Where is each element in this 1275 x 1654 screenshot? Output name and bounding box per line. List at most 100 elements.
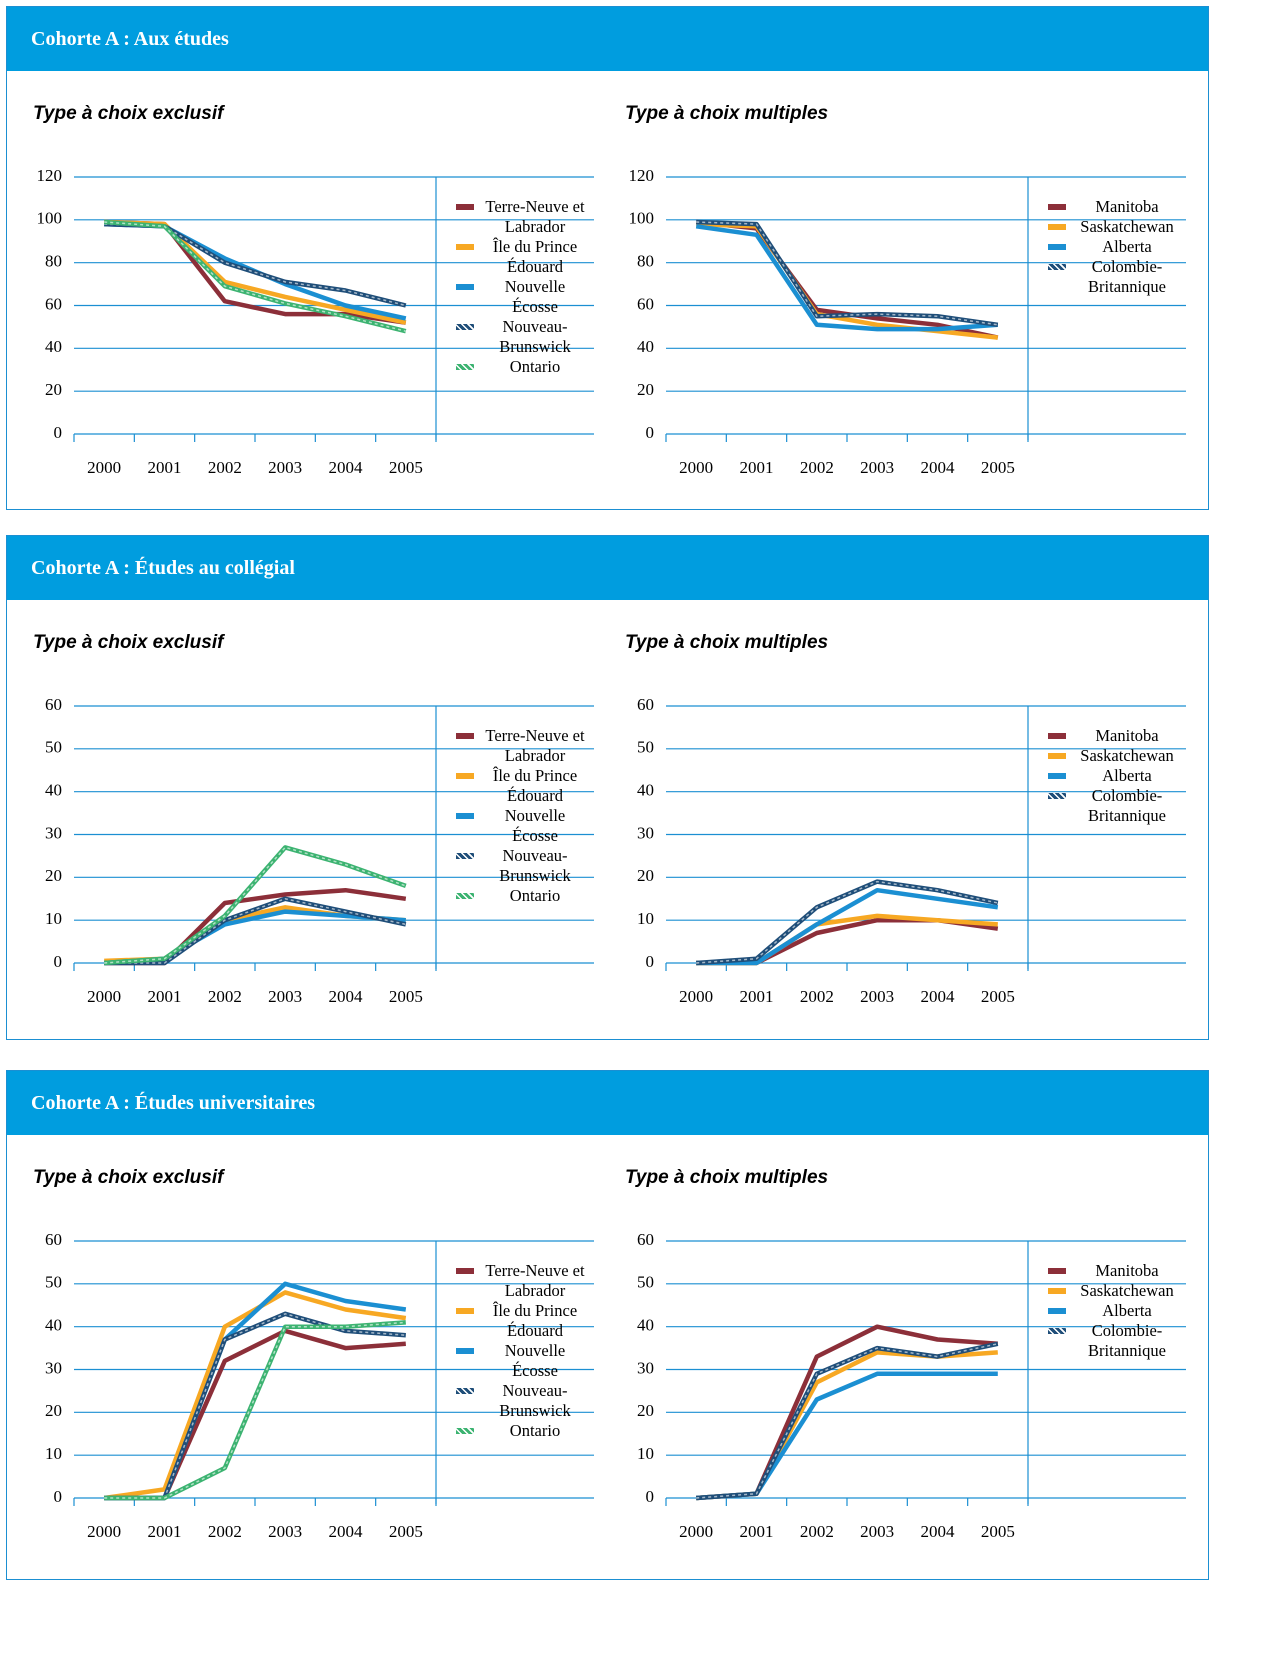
legend-swatch	[1048, 204, 1066, 210]
charts: 0 20 40 60 80 100 120 2000 2001 2002 2003 2004 2005 0…	[37, 166, 1186, 477]
legend-label: Saskatchewan	[1080, 217, 1174, 236]
legend-swatch	[456, 1348, 474, 1354]
legend-label: Manitoba	[1095, 197, 1159, 216]
y-tick-label: 20	[637, 1401, 654, 1420]
legend-label: Terre-Neuve et Labrador	[485, 1261, 585, 1300]
legend-label: Alberta	[1102, 237, 1152, 256]
legend-item: Alberta	[1048, 1301, 1188, 1321]
y-tick-label: 50	[45, 1273, 62, 1292]
y-tick-label: 50	[637, 738, 654, 757]
legend-label: Terre-Neuve et Labrador	[485, 197, 585, 236]
legend-swatch	[456, 324, 474, 330]
y-tick-label: 80	[45, 252, 62, 271]
y-tick-label: 0	[54, 423, 63, 442]
x-tick-label: 2004	[329, 458, 364, 477]
line-stripes	[104, 898, 406, 964]
section-title: Cohorte A : Aux études	[7, 7, 1208, 71]
y-tick-label: 10	[637, 909, 654, 928]
legend-swatch	[1048, 244, 1066, 250]
legend-swatch	[456, 244, 474, 250]
legend-item: Alberta	[1048, 237, 1188, 257]
legend-swatch	[1048, 224, 1066, 230]
y-tick-label: 40	[45, 781, 62, 800]
y-tick-label: 60	[45, 1230, 62, 1249]
legend-swatch	[456, 284, 474, 290]
y-tick-label: 30	[637, 823, 654, 842]
y-tick-label: 50	[45, 738, 62, 757]
x-tick-label: 2002	[800, 1522, 834, 1541]
x-tick-label: 2002	[800, 987, 834, 1006]
section-title: Cohorte A : Études au collégial	[7, 536, 1208, 600]
legend-item: Alberta	[1048, 766, 1188, 786]
y-tick-label: 120	[37, 166, 63, 185]
legend-item: Terre-Neuve et Labrador	[456, 197, 596, 237]
legend-label: Nouveau-Brunswick	[499, 1381, 571, 1420]
line-stripes	[696, 1343, 998, 1499]
x-tick-label: 2003	[860, 458, 894, 477]
y-tick-label: 40	[45, 337, 62, 356]
x-tick-label: 2003	[860, 987, 894, 1006]
legend: Terre-Neuve et Labrador Île du Prince Édo…	[456, 726, 596, 906]
line-series	[104, 1281, 407, 1501]
legend-label: Ontario	[509, 357, 561, 376]
legend-item: Colombie-Britannique	[1048, 1321, 1188, 1361]
x-tick-label: 2005	[981, 987, 1015, 1006]
y-tick-label: 60	[45, 695, 62, 714]
legend-swatch	[456, 1268, 474, 1274]
legend-swatch	[456, 813, 474, 819]
legend-item: Manitoba	[1048, 726, 1188, 746]
line-series	[696, 887, 999, 966]
legend-label: Alberta	[1102, 766, 1152, 785]
x-tick-label: 2002	[208, 458, 242, 477]
legend-label: Colombie-Britannique	[1088, 257, 1166, 296]
legend-label: Saskatchewan	[1080, 1281, 1174, 1300]
legend-swatch	[456, 1388, 474, 1394]
legend-label: Manitoba	[1095, 726, 1159, 745]
y-tick-label: 20	[637, 380, 654, 399]
y-tick-label: 10	[45, 909, 62, 928]
legend-swatch	[1048, 733, 1066, 739]
x-tick-label: 2001	[740, 1522, 774, 1541]
y-tick-label: 30	[637, 1358, 654, 1377]
legend-item: Colombie-Britannique	[1048, 786, 1188, 826]
legend-swatch	[1048, 773, 1066, 779]
line-series	[696, 913, 998, 966]
legend-item: Ontario	[456, 886, 596, 906]
legend-swatch	[456, 364, 474, 370]
y-tick-label: 100	[37, 209, 63, 228]
line-stripes	[696, 221, 998, 326]
chart-subtitle: Type à choix multiples	[625, 632, 829, 653]
section: Cohorte A : Études universitaires 0 10 20 30…	[6, 1070, 1209, 1580]
x-tick-label: 2003	[268, 987, 302, 1006]
x-tick-label: 2001	[740, 458, 774, 477]
legend-item: Terre-Neuve et Labrador	[456, 726, 596, 766]
line-series	[104, 1311, 406, 1501]
line-series	[104, 909, 406, 966]
legend-swatch	[1048, 753, 1066, 759]
legend-swatch	[456, 1308, 474, 1314]
line-series	[104, 845, 407, 966]
legend-item: Ontario	[456, 357, 596, 377]
legend-item: Nouvelle Écosse	[456, 806, 596, 846]
y-tick-label: 60	[637, 294, 654, 313]
chart-subtitle: Type à choix multiples	[625, 103, 829, 124]
legend-swatch	[1048, 1328, 1066, 1334]
legend-label: Terre-Neuve et Labrador	[485, 726, 585, 765]
x-tick-label: 2000	[679, 987, 713, 1006]
chart-subtitle: Type à choix multiples	[625, 1167, 829, 1188]
x-tick-label: 2000	[87, 987, 121, 1006]
line-series	[696, 219, 999, 328]
legend-label: Île du Prince Édouard	[492, 1301, 578, 1340]
legend-label: Colombie-Britannique	[1088, 786, 1166, 825]
legend: Terre-Neuve et Labrador Île du Prince Édo…	[456, 1261, 596, 1441]
y-tick-label: 40	[637, 781, 654, 800]
y-tick-label: 20	[45, 866, 62, 885]
x-tick-label: 2003	[268, 1522, 302, 1541]
legend-label: Île du Prince Édouard	[492, 766, 578, 805]
legend-item: Terre-Neuve et Labrador	[456, 1261, 596, 1301]
x-tick-label: 2004	[329, 987, 364, 1006]
y-tick-label: 60	[45, 294, 62, 313]
x-tick-label: 2005	[389, 1522, 423, 1541]
legend-item: Manitoba	[1048, 1261, 1188, 1281]
